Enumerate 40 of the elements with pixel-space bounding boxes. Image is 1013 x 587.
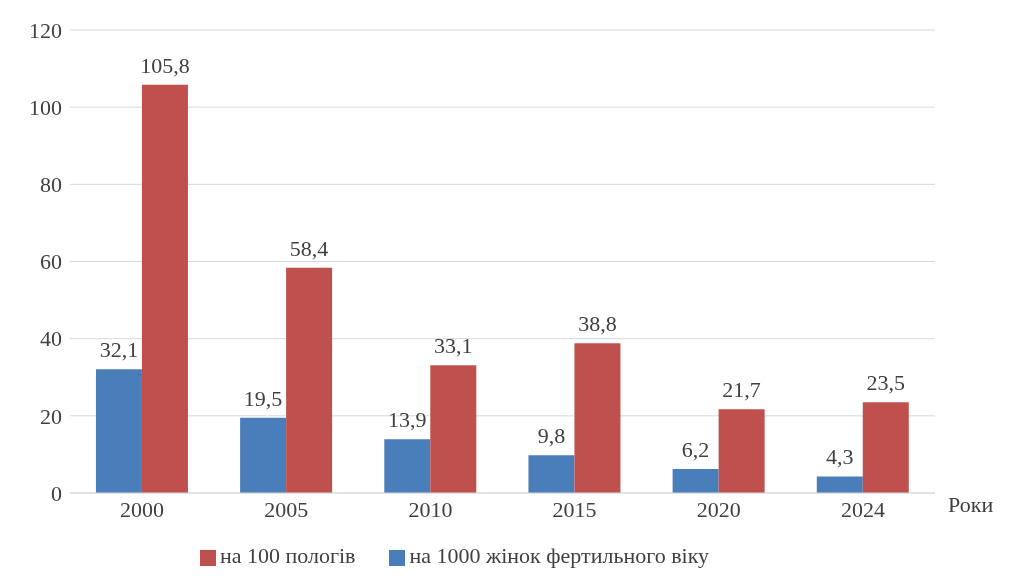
data-label: 58,4 — [289, 235, 329, 261]
data-label: 33,1 — [434, 333, 473, 359]
data-label: 9,8 — [537, 423, 566, 449]
data-label: 6,2 — [681, 437, 710, 463]
x-tick-label: 2000 — [120, 496, 165, 522]
y-tick-label: 80 — [40, 172, 62, 198]
y-tick-label: 120 — [29, 17, 62, 43]
data-label: 105,8 — [140, 52, 190, 78]
bar — [672, 469, 719, 493]
x-tick-label: 2015 — [552, 496, 597, 522]
bar — [286, 267, 333, 493]
data-label: 38,8 — [578, 311, 617, 337]
x-tick-label: 2005 — [264, 496, 309, 522]
bar — [528, 455, 575, 493]
bar — [862, 402, 909, 493]
bar — [430, 365, 477, 493]
data-label: 23,5 — [866, 370, 906, 396]
legend-label: на 100 пологів — [219, 543, 356, 568]
y-tick-label: 40 — [40, 326, 62, 352]
x-tick-label: 2024 — [840, 496, 885, 522]
bar — [718, 409, 765, 493]
data-label: 21,7 — [722, 377, 761, 403]
data-label: 19,5 — [243, 385, 283, 411]
bar — [816, 476, 863, 493]
data-label: 32,1 — [99, 337, 139, 363]
y-tick-label: 20 — [40, 403, 62, 429]
bar — [141, 84, 188, 493]
data-label: 4,3 — [826, 444, 854, 470]
x-tick-label: 2010 — [408, 496, 453, 522]
data-label: 13,9 — [388, 407, 427, 433]
x-axis-title: Роки — [948, 492, 994, 518]
y-tick-label: 0 — [51, 480, 62, 506]
bar — [574, 343, 621, 493]
y-tick-label: 60 — [40, 249, 62, 275]
x-tick-label: 2020 — [696, 496, 741, 522]
bar — [384, 439, 431, 493]
legend-label: на 1000 жінок фертильного віку — [409, 543, 710, 568]
y-tick-label: 100 — [29, 94, 62, 120]
bar — [95, 369, 142, 493]
bar — [240, 417, 287, 493]
